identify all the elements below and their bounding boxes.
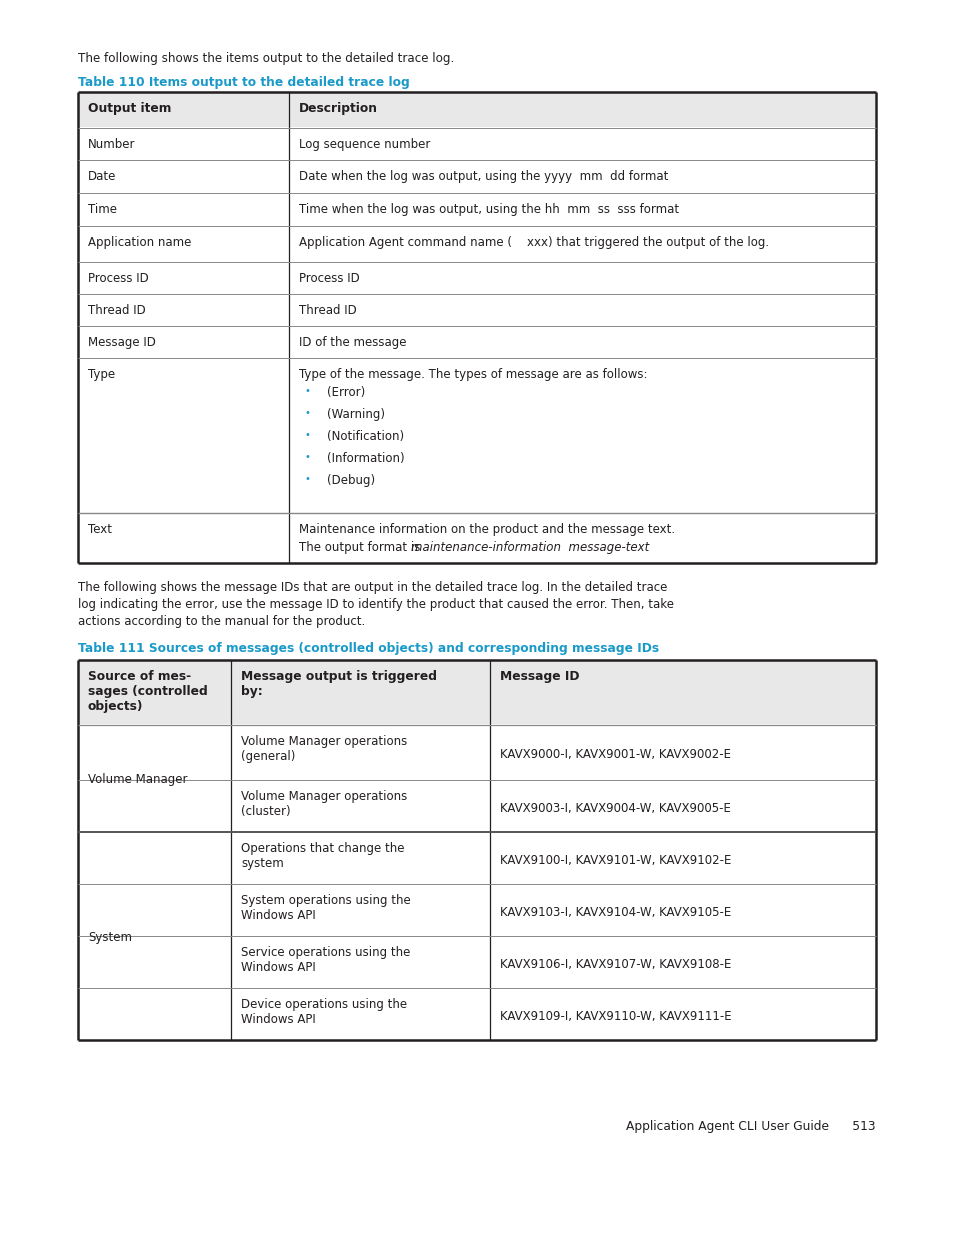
Text: KAVX9000-I, KAVX9001-W, KAVX9002-E: KAVX9000-I, KAVX9001-W, KAVX9002-E: [499, 748, 730, 761]
Text: Table 111 Sources of messages (controlled objects) and corresponding message IDs: Table 111 Sources of messages (controlle…: [78, 642, 659, 655]
Text: The following shows the items output to the detailed trace log.: The following shows the items output to …: [78, 52, 454, 65]
Text: Date when the log was output, using the yyyy  mm  dd format: Date when the log was output, using the …: [298, 170, 668, 183]
Text: The output format is: The output format is: [298, 541, 424, 555]
Text: KAVX9109-I, KAVX9110-W, KAVX9111-E: KAVX9109-I, KAVX9110-W, KAVX9111-E: [499, 1010, 731, 1023]
Text: •: •: [305, 408, 311, 417]
Text: Volume Manager operations: Volume Manager operations: [241, 735, 407, 748]
Text: maintenance-information  message-text: maintenance-information message-text: [411, 541, 649, 555]
Text: Time: Time: [88, 203, 117, 216]
Bar: [79, 93, 874, 127]
Text: Service operations using the: Service operations using the: [241, 946, 410, 960]
Text: Log sequence number: Log sequence number: [298, 138, 430, 151]
Text: Description: Description: [298, 103, 377, 115]
Text: Message ID: Message ID: [88, 336, 155, 350]
Text: Text: Text: [88, 522, 112, 536]
Text: The following shows the message IDs that are output in the detailed trace log. I: The following shows the message IDs that…: [78, 580, 667, 594]
Text: (Error): (Error): [327, 387, 365, 399]
Text: Application Agent CLI User Guide      513: Application Agent CLI User Guide 513: [626, 1120, 875, 1132]
Text: Type of the message. The types of message are as follows:: Type of the message. The types of messag…: [298, 368, 647, 382]
Text: •: •: [305, 452, 311, 462]
Text: Thread ID: Thread ID: [298, 304, 356, 317]
Text: Volume Manager operations: Volume Manager operations: [241, 790, 407, 803]
Text: (Notification): (Notification): [327, 430, 404, 443]
Bar: [79, 661, 874, 724]
Text: sages (controlled: sages (controlled: [88, 685, 208, 698]
Text: •: •: [305, 474, 311, 484]
Text: ID of the message: ID of the message: [298, 336, 406, 350]
Text: (cluster): (cluster): [241, 805, 291, 818]
Text: KAVX9003-I, KAVX9004-W, KAVX9005-E: KAVX9003-I, KAVX9004-W, KAVX9005-E: [499, 802, 730, 815]
Text: Process ID: Process ID: [298, 272, 359, 285]
Text: System: System: [88, 931, 132, 944]
Text: log indicating the error, use the message ID to identify the product that caused: log indicating the error, use the messag…: [78, 598, 673, 611]
Text: •: •: [305, 387, 311, 396]
Text: KAVX9103-I, KAVX9104-W, KAVX9105-E: KAVX9103-I, KAVX9104-W, KAVX9105-E: [499, 906, 731, 919]
Text: objects): objects): [88, 700, 143, 713]
Text: (Warning): (Warning): [327, 408, 385, 421]
Text: Maintenance information on the product and the message text.: Maintenance information on the product a…: [298, 522, 675, 536]
Text: Thread ID: Thread ID: [88, 304, 146, 317]
Text: Application Agent command name (    xxx) that triggered the output of the log.: Application Agent command name ( xxx) th…: [298, 236, 768, 249]
Text: (general): (general): [241, 750, 295, 763]
Text: by:: by:: [241, 685, 262, 698]
Text: Application name: Application name: [88, 236, 192, 249]
Text: Windows API: Windows API: [241, 909, 315, 923]
Text: system: system: [241, 857, 283, 869]
Text: Type: Type: [88, 368, 115, 382]
Text: System operations using the: System operations using the: [241, 894, 411, 906]
Text: Windows API: Windows API: [241, 961, 315, 974]
Text: KAVX9100-I, KAVX9101-W, KAVX9102-E: KAVX9100-I, KAVX9101-W, KAVX9102-E: [499, 853, 731, 867]
Text: Windows API: Windows API: [241, 1013, 315, 1026]
Text: Volume Manager: Volume Manager: [88, 773, 188, 785]
Text: .: .: [608, 541, 612, 555]
Text: (Debug): (Debug): [327, 474, 375, 487]
Text: Device operations using the: Device operations using the: [241, 998, 407, 1011]
Text: actions according to the manual for the product.: actions according to the manual for the …: [78, 615, 365, 629]
Text: Number: Number: [88, 138, 135, 151]
Text: Time when the log was output, using the hh  mm  ss  sss format: Time when the log was output, using the …: [298, 203, 679, 216]
Text: Date: Date: [88, 170, 116, 183]
Text: Output item: Output item: [88, 103, 172, 115]
Text: Table 110 Items output to the detailed trace log: Table 110 Items output to the detailed t…: [78, 77, 410, 89]
Text: Process ID: Process ID: [88, 272, 149, 285]
Text: Message ID: Message ID: [499, 671, 578, 683]
Text: Source of mes-: Source of mes-: [88, 671, 191, 683]
Text: •: •: [305, 430, 311, 440]
Text: KAVX9106-I, KAVX9107-W, KAVX9108-E: KAVX9106-I, KAVX9107-W, KAVX9108-E: [499, 958, 731, 971]
Text: Message output is triggered: Message output is triggered: [241, 671, 436, 683]
Text: (Information): (Information): [327, 452, 404, 466]
Text: Operations that change the: Operations that change the: [241, 842, 404, 855]
